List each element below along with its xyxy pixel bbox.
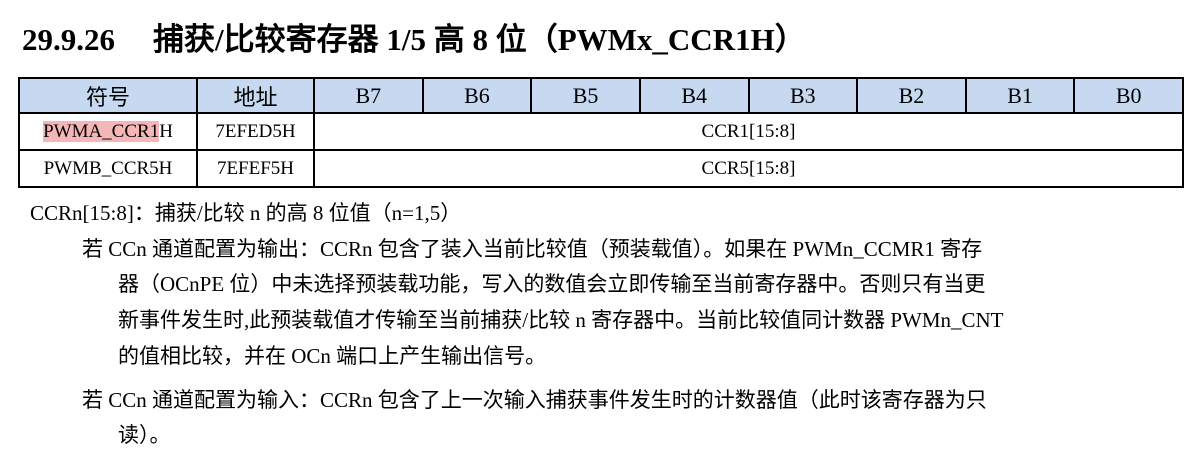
register-table: 符号 地址 B7 B6 B5 B4 B3 B2 B1 B0 PWMA_CCR1H… <box>18 77 1184 188</box>
symbol-cell: PWMA_CCR1H <box>18 112 198 151</box>
header-b3: B3 <box>747 77 859 114</box>
header-address: 地址 <box>196 77 315 114</box>
value-cell: CCR1[15:8] <box>313 112 1184 151</box>
symbol-text: PWMB_CCR5H <box>43 157 173 179</box>
section-title: 29.9.26 捕获/比较寄存器 1/5 高 8 位（PWMx_CCR1H） <box>22 14 806 59</box>
header-b6: B6 <box>421 77 533 114</box>
header-b2: B2 <box>856 77 967 114</box>
address-cell: 7EFEF5H <box>196 149 315 188</box>
description-line: 新事件发生时,此预装载值才传输至当前捕获/比较 n 寄存器中。当前比较值同计数器… <box>118 308 1004 332</box>
header-b7: B7 <box>313 77 424 114</box>
section-number: 29.9.26 <box>22 22 115 57</box>
description-line: 若 CCn 通道配置为输入：CCRn 包含了上一次输入捕获事件发生时的计数器值（… <box>82 388 987 412</box>
header-b1: B1 <box>964 77 1076 114</box>
highlighted-text: PWMA_CCR1 <box>43 120 160 142</box>
symbol-cell: PWMB_CCR5H <box>18 149 198 188</box>
table-header-row: 符号 地址 B7 B6 B5 B4 B3 B2 B1 B0 <box>18 77 1184 114</box>
table-row: PWMA_CCR1H 7EFED5H CCR1[15:8] <box>18 112 1184 151</box>
symbol-text: H <box>159 120 173 142</box>
header-b0: B0 <box>1073 77 1184 114</box>
description-line: 的值相比较，并在 OCn 端口上产生输出信号。 <box>118 344 547 368</box>
field-description: CCRn[15:8]：捕获/比较 n 的高 8 位值（n=1,5） <box>30 201 462 225</box>
header-b5: B5 <box>530 77 641 114</box>
description-line: 读）。 <box>118 423 171 447</box>
header-symbol: 符号 <box>18 77 198 114</box>
description-line: 若 CCn 通道配置为输出：CCRn 包含了装入当前比较值（预装载值）。如果在 … <box>82 237 983 261</box>
description-line: 器（OCnPE 位）中未选择预装载功能，写入的数值会立即传输至当前寄存器中。否则… <box>118 272 986 296</box>
section-title-text: 捕获/比较寄存器 1/5 高 8 位（PWMx_CCR1H） <box>153 22 806 57</box>
address-cell: 7EFED5H <box>196 112 315 151</box>
value-cell: CCR5[15:8] <box>313 149 1184 188</box>
header-b4: B4 <box>638 77 750 114</box>
table-row: PWMB_CCR5H 7EFEF5H CCR5[15:8] <box>18 149 1184 188</box>
